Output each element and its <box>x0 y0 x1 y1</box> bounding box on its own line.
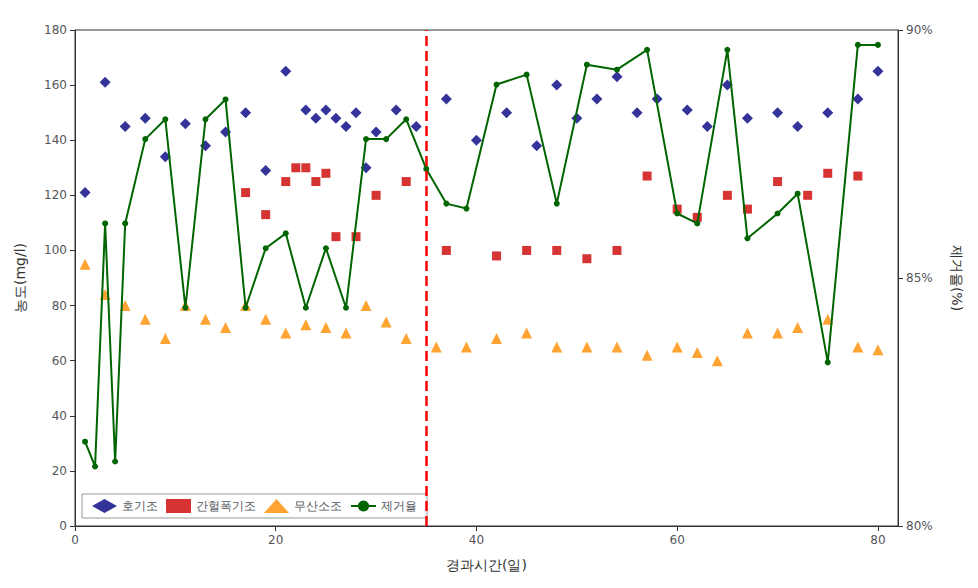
svg-text:100: 100 <box>44 243 67 257</box>
svg-text:무산소조: 무산소조 <box>294 499 342 513</box>
svg-text:호기조: 호기조 <box>122 499 158 513</box>
svg-text:0: 0 <box>71 533 79 547</box>
svg-text:20: 20 <box>52 464 67 478</box>
svg-text:농도(mg/l): 농도(mg/l) <box>12 243 28 313</box>
svg-text:0: 0 <box>59 519 67 533</box>
svg-text:40: 40 <box>52 409 67 423</box>
svg-text:간헐폭기조: 간헐폭기조 <box>196 499 256 513</box>
svg-text:40: 40 <box>469 533 484 547</box>
svg-text:160: 160 <box>44 78 67 92</box>
svg-text:제거율: 제거율 <box>381 499 417 513</box>
svg-text:80: 80 <box>870 533 885 547</box>
svg-text:제거율(%): 제거율(%) <box>949 245 965 311</box>
svg-text:85%: 85% <box>906 271 933 285</box>
svg-text:경과시간(일): 경과시간(일) <box>446 557 527 573</box>
svg-text:140: 140 <box>44 133 67 147</box>
svg-text:20: 20 <box>268 533 283 547</box>
svg-text:80%: 80% <box>906 519 933 533</box>
svg-text:60: 60 <box>670 533 685 547</box>
svg-text:180: 180 <box>44 23 67 37</box>
svg-text:120: 120 <box>44 188 67 202</box>
svg-text:90%: 90% <box>906 23 933 37</box>
svg-text:60: 60 <box>52 354 67 368</box>
svg-text:80: 80 <box>52 299 67 313</box>
